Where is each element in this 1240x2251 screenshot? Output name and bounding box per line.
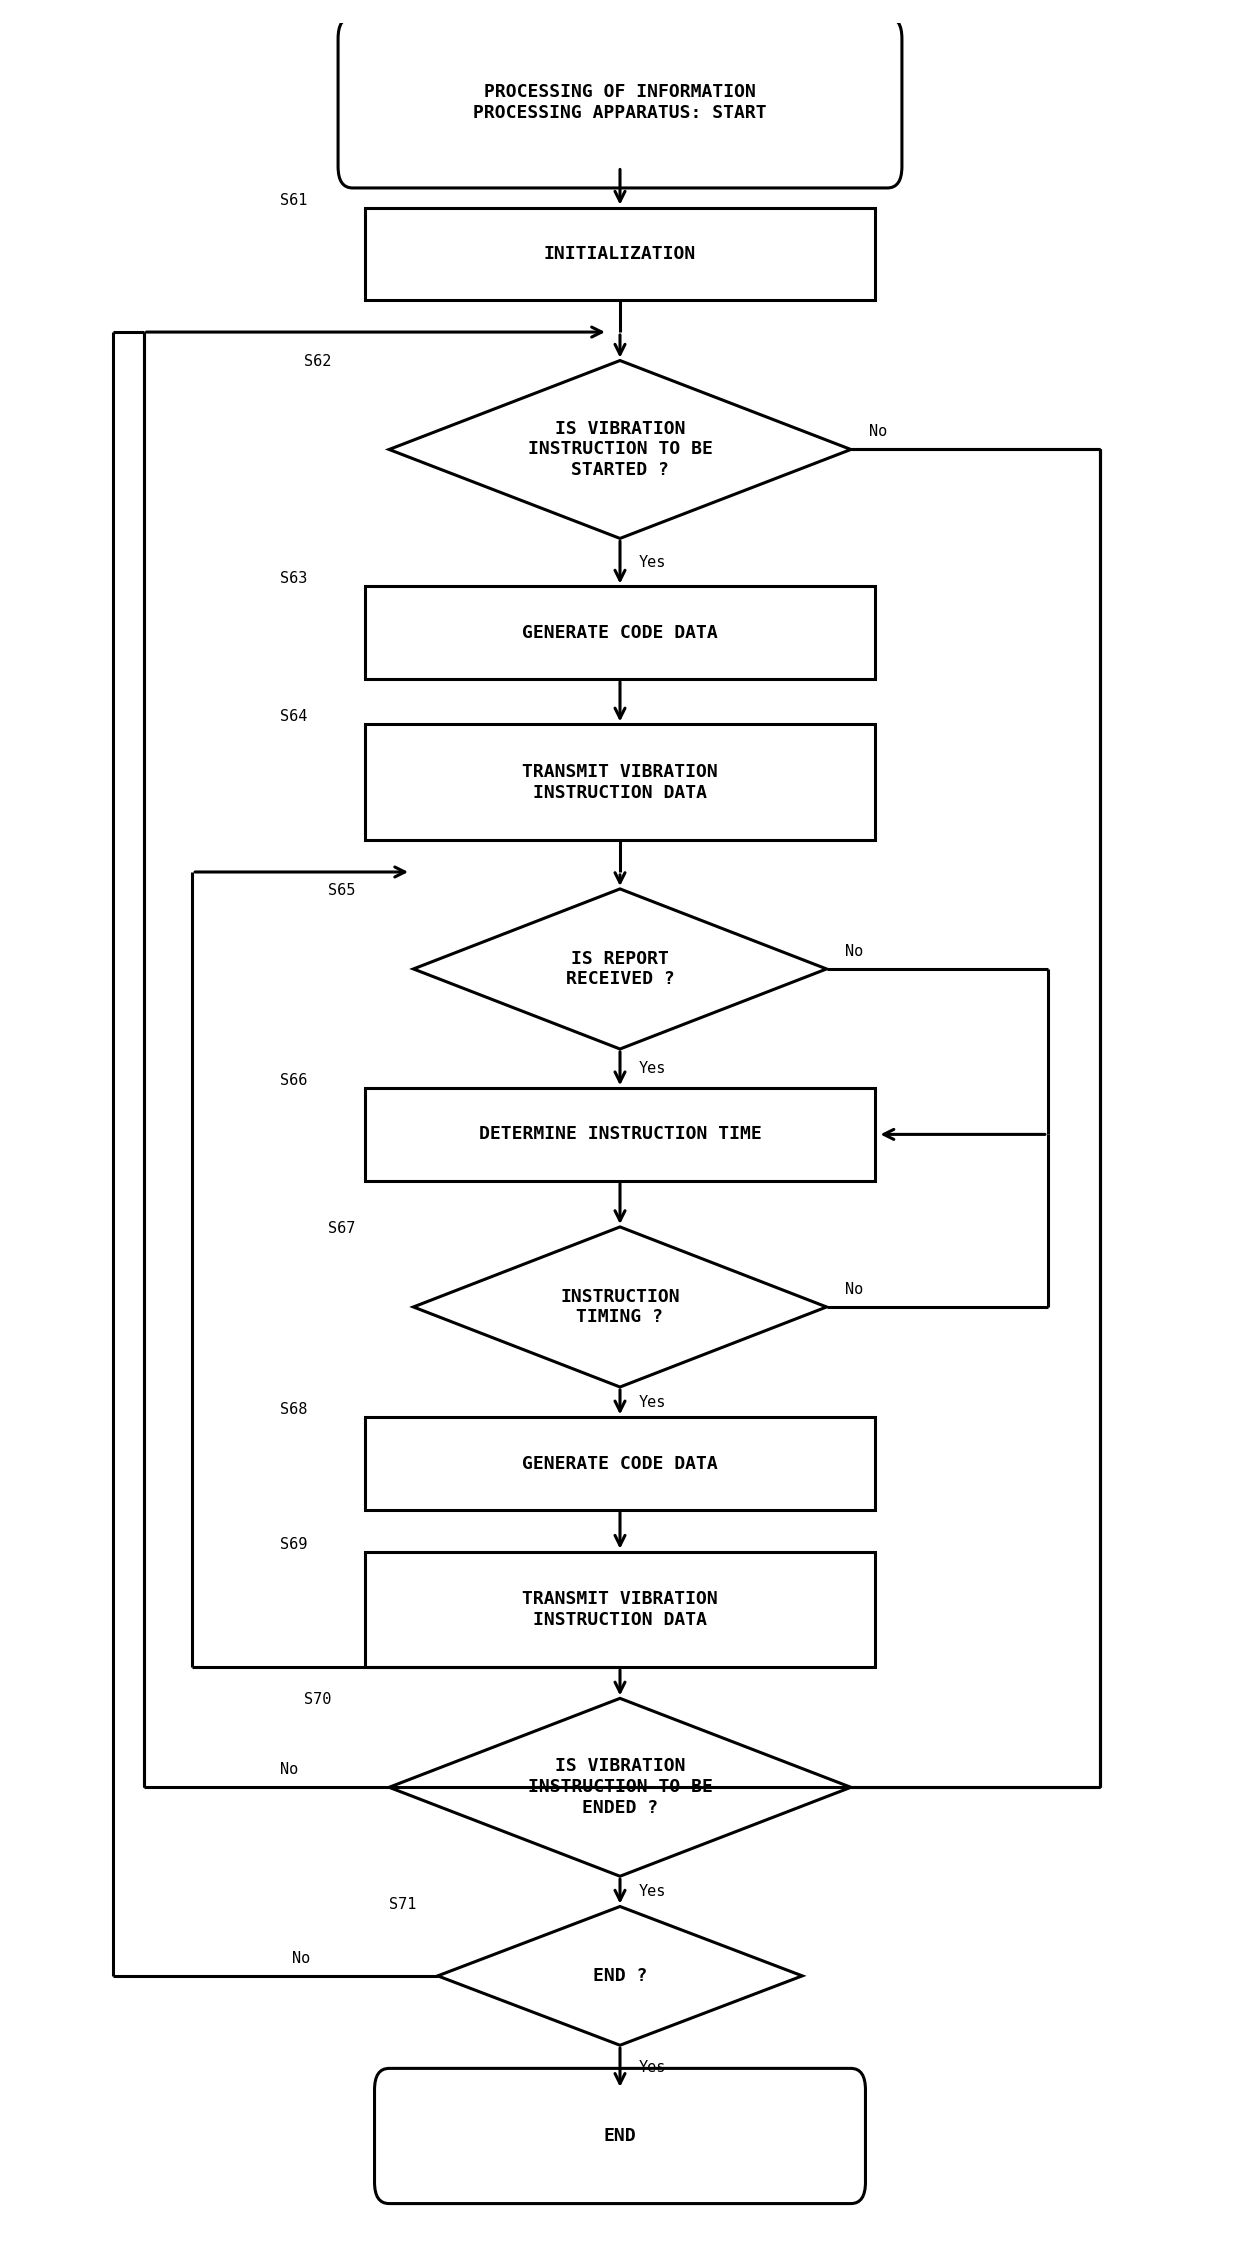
Polygon shape	[413, 889, 827, 1049]
Text: INSTRUCTION
TIMING ?: INSTRUCTION TIMING ?	[560, 1288, 680, 1326]
Text: TRANSMIT VIBRATION
INSTRUCTION DATA: TRANSMIT VIBRATION INSTRUCTION DATA	[522, 763, 718, 801]
Bar	[365, 1087, 875, 1182]
FancyBboxPatch shape	[374, 2069, 866, 2204]
Text: S69: S69	[280, 1537, 308, 1551]
Text: Yes: Yes	[639, 2060, 666, 2075]
Bar	[365, 1551, 875, 1668]
Text: S67: S67	[329, 1220, 356, 1236]
Text: S63: S63	[280, 572, 308, 588]
Text: S65: S65	[329, 882, 356, 898]
Text: END: END	[604, 2127, 636, 2145]
Text: GENERATE CODE DATA: GENERATE CODE DATA	[522, 1454, 718, 1472]
Text: Yes: Yes	[639, 1884, 666, 1900]
Polygon shape	[389, 1697, 851, 1877]
Bar	[365, 207, 875, 299]
Text: S62: S62	[304, 353, 331, 369]
Text: IS VIBRATION
INSTRUCTION TO BE
ENDED ?: IS VIBRATION INSTRUCTION TO BE ENDED ?	[527, 1758, 713, 1817]
Text: TRANSMIT VIBRATION
INSTRUCTION DATA: TRANSMIT VIBRATION INSTRUCTION DATA	[522, 1589, 718, 1630]
Text: S68: S68	[280, 1402, 308, 1418]
Text: GENERATE CODE DATA: GENERATE CODE DATA	[522, 624, 718, 642]
Bar	[365, 725, 875, 840]
Text: S64: S64	[280, 709, 308, 725]
Text: IS VIBRATION
INSTRUCTION TO BE
STARTED ?: IS VIBRATION INSTRUCTION TO BE STARTED ?	[527, 419, 713, 479]
Polygon shape	[413, 1227, 827, 1387]
Text: Yes: Yes	[639, 1060, 666, 1076]
Text: S61: S61	[280, 194, 308, 207]
Text: END ?: END ?	[593, 1967, 647, 1985]
Text: S66: S66	[280, 1074, 308, 1087]
Text: Yes: Yes	[639, 1396, 666, 1409]
Text: No: No	[280, 1763, 298, 1776]
Text: S71: S71	[389, 1898, 417, 1911]
Text: No: No	[869, 423, 888, 439]
Text: INITIALIZATION: INITIALIZATION	[544, 245, 696, 263]
Polygon shape	[438, 1907, 802, 2046]
Text: No: No	[844, 943, 863, 959]
Text: No: No	[291, 1952, 310, 1965]
Bar	[365, 1418, 875, 1510]
FancyBboxPatch shape	[339, 18, 901, 189]
Polygon shape	[389, 360, 851, 538]
Text: Yes: Yes	[639, 556, 666, 570]
Text: PROCESSING OF INFORMATION
PROCESSING APPARATUS: START: PROCESSING OF INFORMATION PROCESSING APP…	[474, 83, 766, 122]
Text: No: No	[844, 1281, 863, 1297]
Text: DETERMINE INSTRUCTION TIME: DETERMINE INSTRUCTION TIME	[479, 1126, 761, 1144]
Text: IS REPORT
RECEIVED ?: IS REPORT RECEIVED ?	[565, 950, 675, 988]
Bar	[365, 588, 875, 680]
Text: S70: S70	[304, 1693, 331, 1706]
